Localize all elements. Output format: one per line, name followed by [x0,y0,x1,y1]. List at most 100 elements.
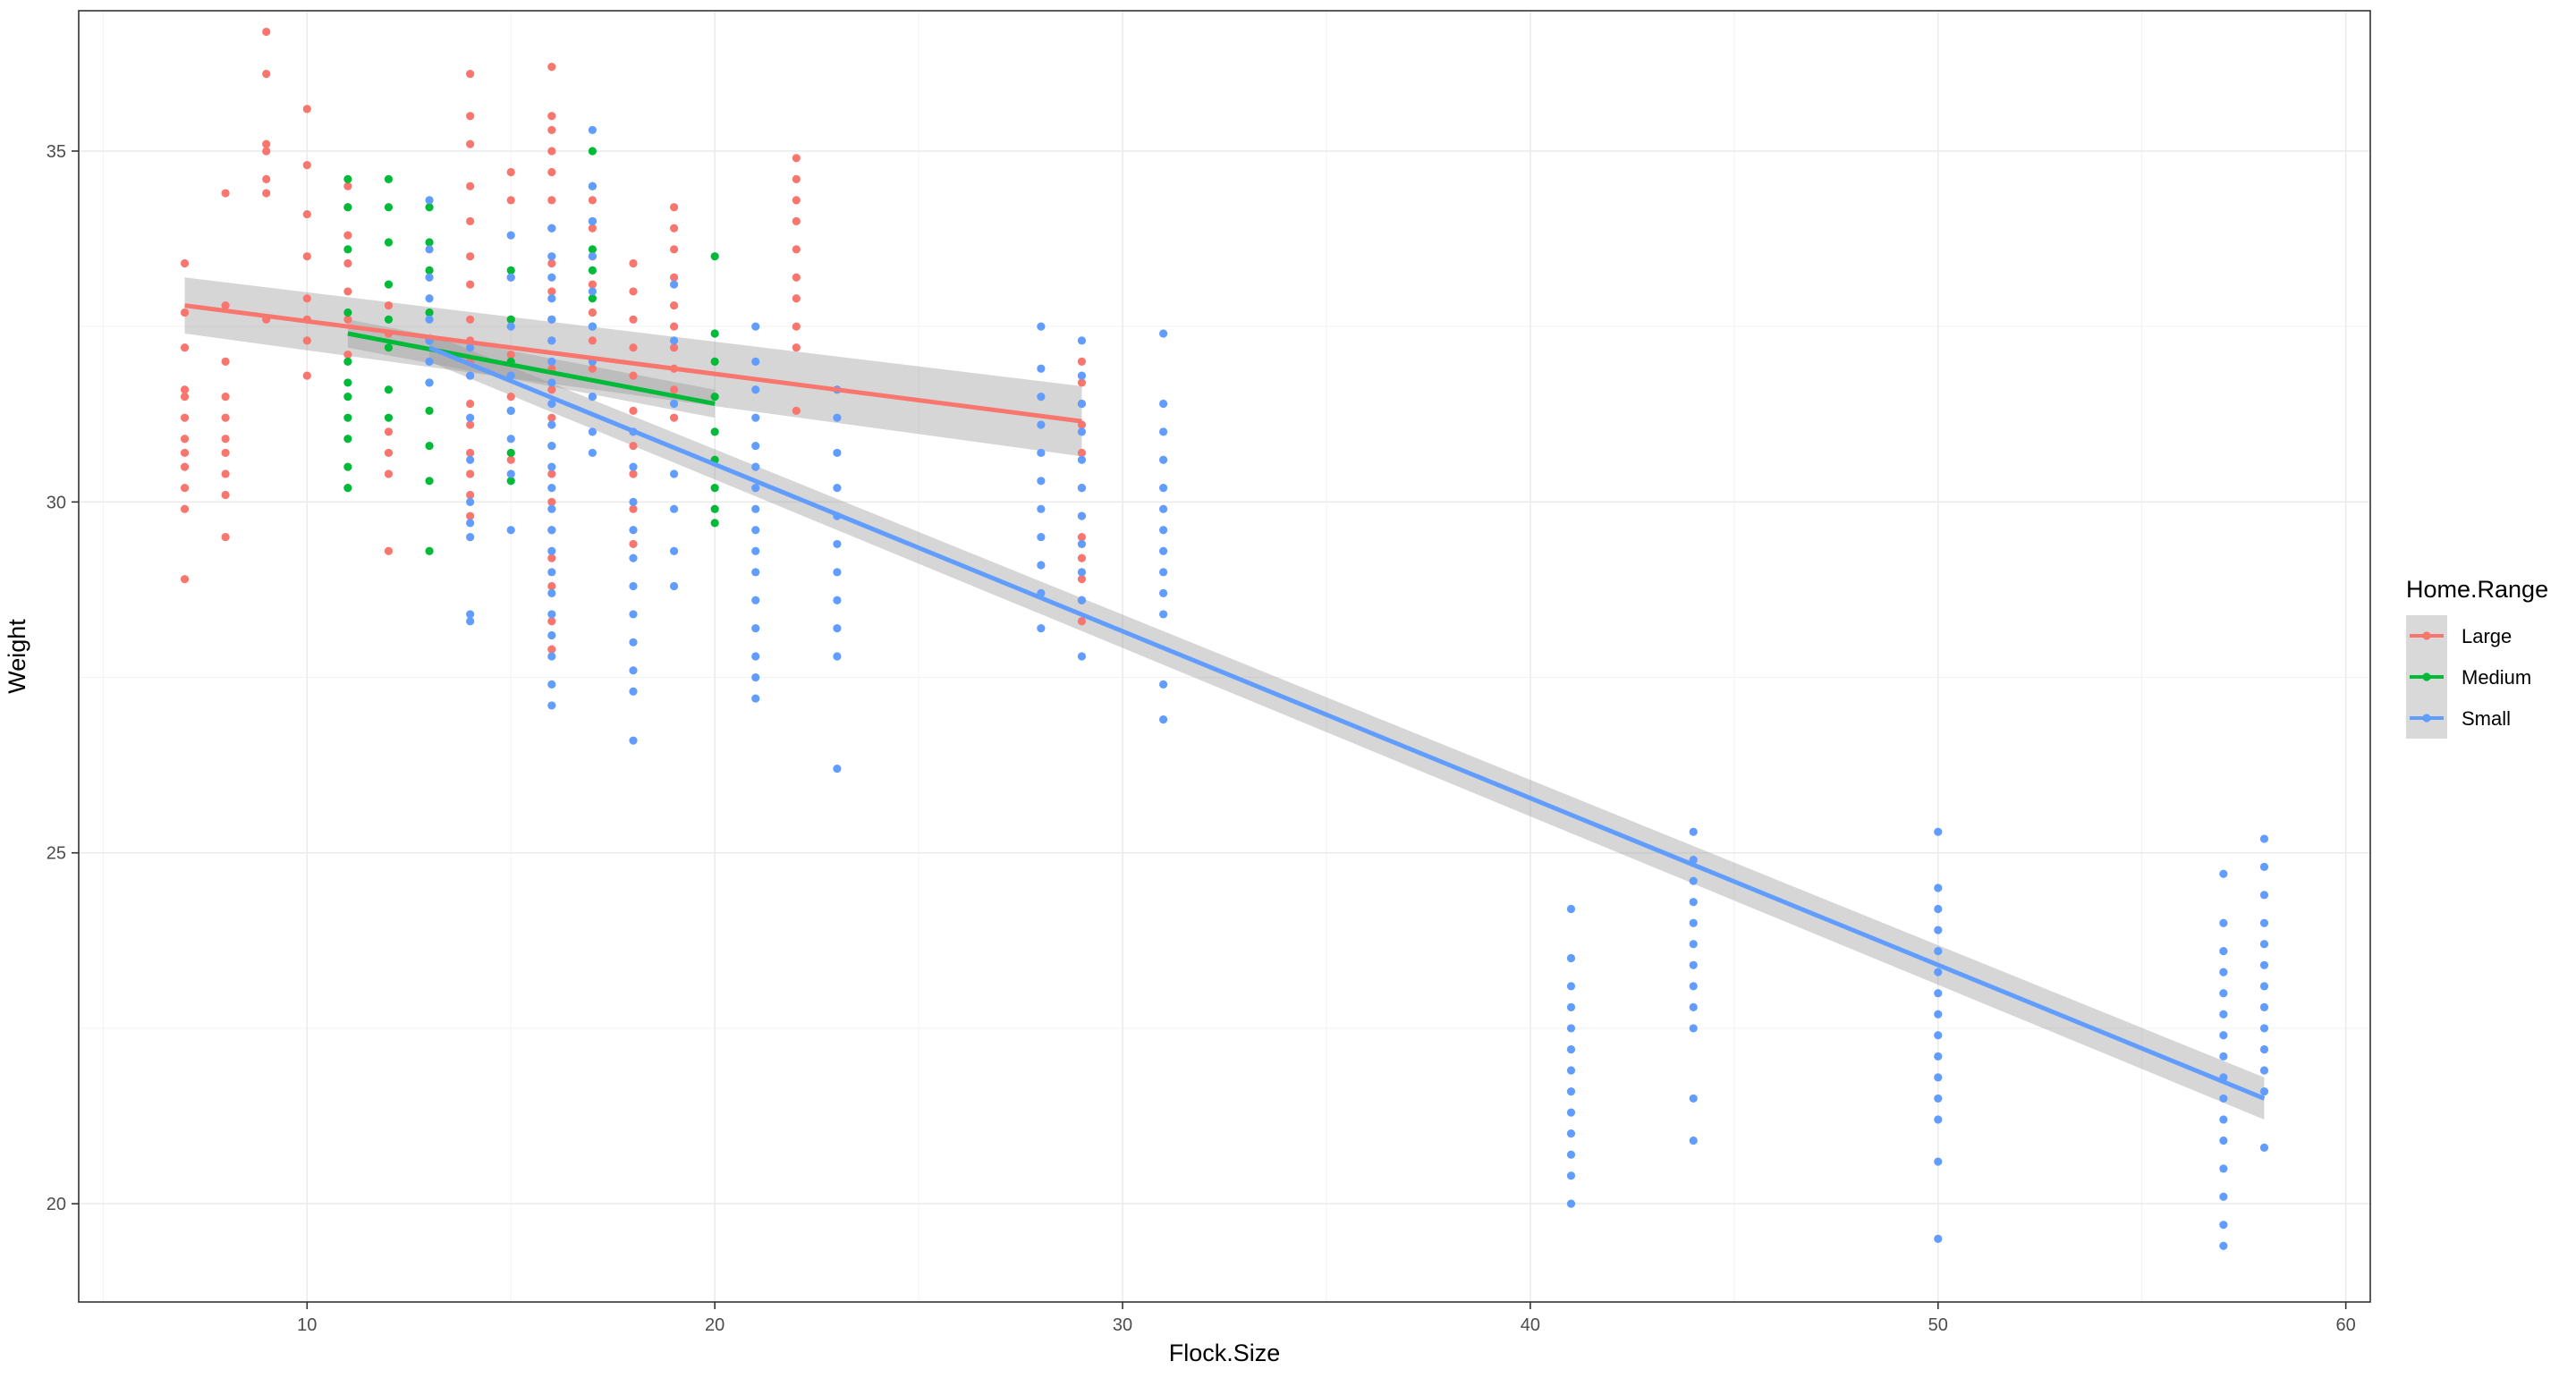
data-point-small [751,546,760,555]
data-point-small [588,125,597,135]
data-point-large [466,399,475,409]
data-point-small [1037,624,1046,633]
data-point-small [425,196,434,205]
data-point-small [547,701,556,710]
data-point-large [221,357,230,366]
data-point-small [1077,652,1087,661]
data-point-large [547,497,556,506]
data-point-large [629,406,638,415]
data-point-small [1934,1115,1943,1124]
data-point-small [2219,1094,2228,1103]
data-point-small [588,182,597,190]
data-point-large [180,435,190,444]
data-point-medium [588,245,597,254]
data-point-small [1689,1002,1698,1011]
data-point-medium [384,385,394,394]
data-point-large [343,315,352,324]
y-axis-title: Weight [4,619,30,694]
data-point-small [425,245,434,254]
data-point-medium [384,343,394,352]
data-point-small [1689,1136,1698,1146]
legend-label-large: Large [2462,625,2512,647]
data-point-small [1077,427,1087,436]
data-point-large [1077,357,1087,366]
data-point-small [833,413,842,422]
data-point-small [2259,1002,2269,1011]
data-point-large [302,209,311,219]
data-point-small [425,294,434,303]
data-point-small [547,224,556,232]
data-point-small [547,420,556,429]
data-point-small [425,357,434,366]
data-point-large [262,147,271,156]
data-point-medium [710,484,719,493]
data-point-large [384,448,394,458]
data-point-large [384,469,394,478]
data-point-small [629,666,638,675]
data-point-large [466,420,475,429]
data-point-large [466,70,475,79]
data-point-large [343,231,352,240]
data-point-small [1934,1052,1943,1061]
data-point-small [2259,891,2269,900]
data-point-medium [425,546,434,555]
x-tick-label: 20 [705,1315,724,1335]
data-point-small [1689,898,1698,907]
data-point-small [1934,947,1943,956]
data-point-small [547,526,556,535]
data-point-large [669,245,679,254]
data-point-small [1689,940,1698,949]
data-point-small [833,652,842,661]
data-point-small [466,519,475,528]
data-point-small [547,630,556,640]
panel-border [78,10,2371,1303]
data-point-large [180,575,190,584]
data-point-small [833,596,842,604]
data-point-large [547,125,556,135]
data-point-medium [506,266,515,275]
data-point-large [588,280,597,289]
data-point-small [1934,1031,1943,1040]
data-point-small [506,231,515,240]
grid-lines [79,11,2370,1302]
data-point-small [2259,1024,2269,1033]
data-point-small [751,413,760,422]
data-point-large [466,139,475,148]
data-point-small [629,687,638,696]
data-point-small [1934,968,1943,976]
data-point-medium [343,245,352,254]
data-point-medium [710,252,719,261]
data-point-small [629,581,638,591]
data-point-small [1159,546,1168,555]
data-point-large [302,105,311,114]
data-point-large [669,322,679,331]
legend-dot-medium [2422,672,2431,681]
data-point-small [2219,1192,2228,1201]
data-point-medium [425,238,434,247]
data-point-small [629,554,638,562]
data-point-small [669,336,679,345]
x-tick-label: 30 [1113,1315,1132,1335]
data-point-large [506,455,515,464]
data-point-large [221,448,230,458]
data-point-small [2259,918,2269,927]
data-point-small [833,624,842,633]
data-point-small [629,638,638,647]
data-point-small [506,526,515,535]
data-point-large [547,196,556,205]
data-point-small [1037,448,1046,458]
data-point-small [2219,1010,2228,1019]
data-point-large [221,413,230,422]
data-point-small [547,484,556,493]
data-point-small [547,378,556,387]
data-point-medium [710,519,719,528]
data-point-large [302,371,311,380]
data-point-small [751,504,760,513]
data-point-small [629,736,638,745]
data-point-small [751,694,760,703]
data-point-small [2219,968,2228,976]
data-point-small [547,441,556,451]
y-tick-label: 20 [47,1195,66,1214]
data-point-small [1159,526,1168,535]
